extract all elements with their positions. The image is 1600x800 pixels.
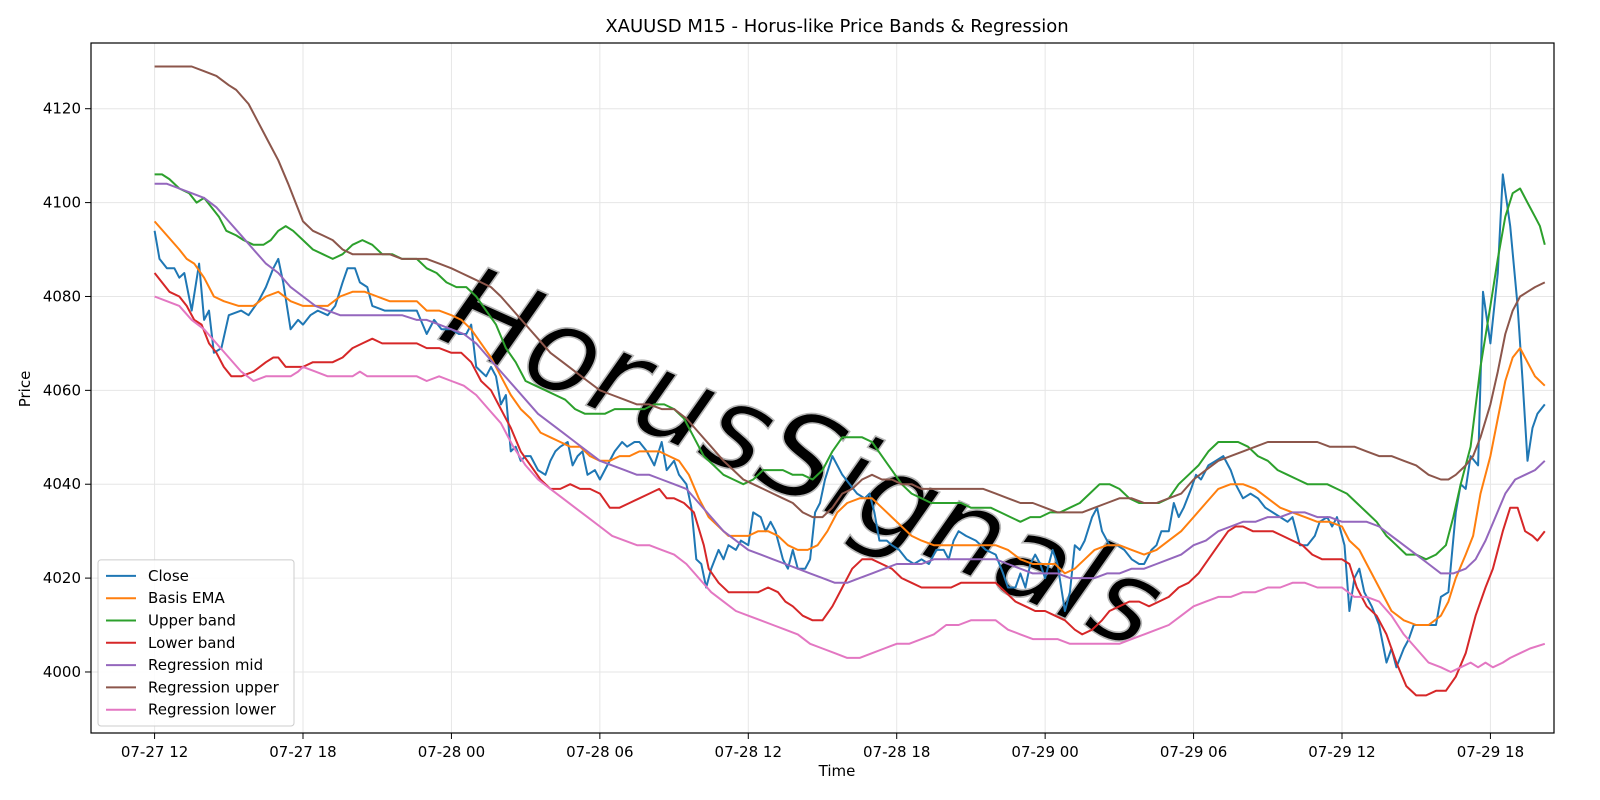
grid — [91, 43, 1554, 733]
y-tick-label: 4060 — [43, 381, 81, 399]
legend-box — [97, 559, 295, 727]
y-tick-label: 4040 — [43, 475, 81, 493]
x-tick-label: 07-29 18 — [1457, 743, 1524, 761]
x-tick-label: 07-28 12 — [715, 743, 782, 761]
x-tick-label: 07-29 00 — [1011, 743, 1078, 761]
series-line-regression-lower — [154, 295, 1546, 673]
series-line-lower-band — [153, 272, 1546, 697]
y-tick-label: 4080 — [43, 287, 81, 305]
series-line-regression-upper — [154, 65, 1546, 519]
y-tick-label: 4000 — [43, 663, 81, 681]
y-tick-label: 4020 — [43, 569, 81, 587]
legend-label-regression-mid: Regression mid — [148, 656, 263, 674]
y-axis-label: Price — [16, 371, 34, 408]
x-tick-label: 07-29 06 — [1160, 743, 1227, 761]
x-tick-label: 07-28 18 — [863, 743, 930, 761]
x-tick-label: 07-27 18 — [269, 743, 336, 761]
x-tick-label: 07-29 12 — [1308, 743, 1375, 761]
legend-label-regression-upper: Regression upper — [148, 678, 280, 696]
x-tick-label: 07-28 00 — [418, 743, 485, 761]
legend: Close Basis EMA Upper band Lower band Regres… — [97, 559, 295, 727]
series-line-upper-band — [154, 173, 1546, 561]
legend-label-basis-ema: Basis EMA — [148, 589, 225, 607]
series-line-regression-mid — [154, 182, 1546, 584]
legend-label-close: Close — [148, 567, 189, 585]
x-axis: 07-27 12 07-27 18 07-28 00 07-28 06 07-28 12… — [121, 733, 1524, 761]
x-axis-label: Time — [818, 762, 856, 780]
series-line-basis-ema — [153, 220, 1546, 626]
series-line-close — [153, 173, 1546, 669]
x-tick-label: 07-27 12 — [121, 743, 188, 761]
y-axis: 4000 4020 4040 4060 4080 4100 4120 — [43, 100, 91, 681]
legend-label-lower-band: Lower band — [148, 634, 235, 652]
x-tick-label: 07-28 06 — [566, 743, 633, 761]
legend-label-upper-band: Upper band — [148, 612, 236, 630]
plot-frame — [90, 42, 1555, 734]
y-tick-label: 4100 — [43, 194, 81, 212]
series-lines — [153, 65, 1546, 697]
y-tick-label: 4120 — [43, 100, 81, 118]
legend-label-regression-lower: Regression lower — [148, 701, 277, 719]
chart-title: XAUUSD M15 - Horus-like Price Bands & Re… — [605, 16, 1068, 37]
